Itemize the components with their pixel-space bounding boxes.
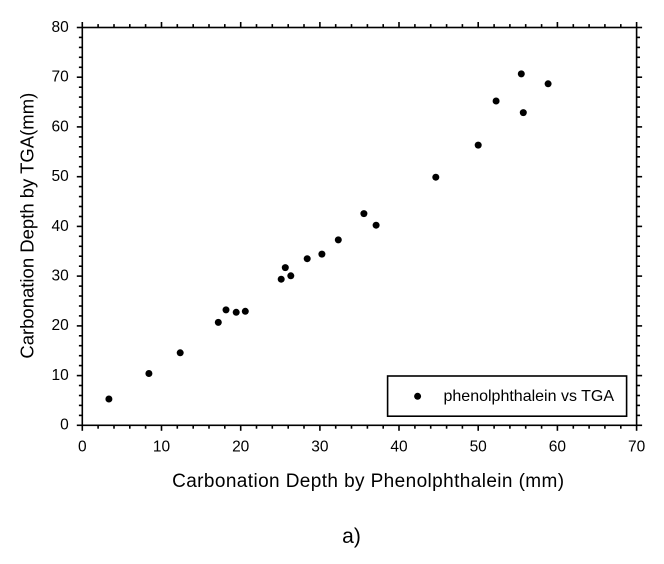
svg-text:40: 40	[390, 439, 408, 456]
svg-text:70: 70	[628, 439, 646, 456]
svg-text:10: 10	[153, 439, 171, 456]
svg-text:10: 10	[52, 367, 70, 384]
svg-text:70: 70	[52, 69, 70, 86]
svg-text:20: 20	[232, 439, 250, 456]
svg-text:60: 60	[549, 439, 567, 456]
svg-text:30: 30	[311, 439, 329, 456]
svg-text:Carbonation Depth by TGA(mm): Carbonation Depth by TGA(mm)	[16, 93, 37, 359]
svg-text:20: 20	[52, 317, 70, 334]
svg-text:Carbonation Depth by Phenolpht: Carbonation Depth by Phenolphthalein (mm…	[172, 471, 564, 492]
svg-text:phenolphthalein vs TGA: phenolphthalein vs TGA	[444, 388, 615, 405]
svg-text:60: 60	[52, 118, 70, 135]
svg-text:0: 0	[78, 439, 87, 456]
svg-text:50: 50	[52, 168, 70, 185]
svg-text:30: 30	[52, 268, 70, 285]
svg-text:40: 40	[52, 218, 70, 235]
svg-text:a): a)	[342, 525, 361, 548]
svg-text:0: 0	[60, 417, 69, 434]
svg-text:50: 50	[470, 439, 488, 456]
svg-text:80: 80	[52, 19, 70, 36]
